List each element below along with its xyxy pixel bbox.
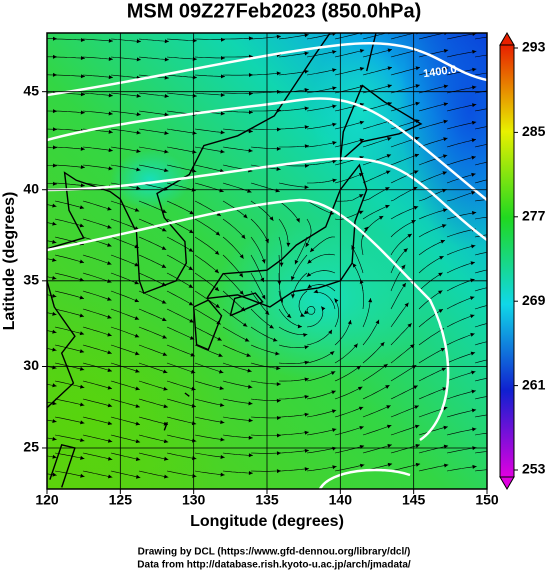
colorbar-tick-label: 261: [522, 376, 546, 392]
x-tick-label: 150: [475, 492, 499, 508]
footer: Drawing by DCL (https://www.gfd-dennou.o…: [138, 547, 411, 558]
y-axis-label: Latitude (degrees): [1, 192, 18, 331]
arrow-head: [501, 33, 505, 37]
x-tick-label: 125: [109, 492, 133, 508]
y-tick-label: 35: [23, 272, 39, 288]
colorbar-extend: [500, 477, 514, 489]
x-tick-label: 120: [35, 492, 59, 508]
colorbar-tick-label: 269: [522, 292, 546, 308]
colorbar-extend: [500, 33, 514, 45]
colorbar-tick-label: 293: [522, 39, 546, 55]
footer: Data from http://database.rish.kyoto-u.a…: [137, 560, 411, 571]
y-tick-label: 40: [23, 180, 39, 196]
y-tick-label: 30: [23, 357, 39, 373]
y-tick-label: 25: [23, 439, 39, 455]
cool-area: [210, 220, 430, 380]
colorbar-tick-label: 253: [522, 461, 546, 477]
colorbar-bar: [500, 45, 514, 477]
colorbar: [500, 33, 514, 489]
x-tick-label: 145: [402, 492, 426, 508]
x-tick-label: 135: [255, 492, 279, 508]
x-axis-label: Longitude (degrees): [190, 513, 344, 530]
colorbar-tick-label: 277: [522, 208, 546, 224]
x-tick-label: 140: [329, 492, 353, 508]
y-tick-label: 45: [23, 82, 39, 98]
field: 1400.0: [0, 0, 540, 540]
chart-title: MSM 09Z27Feb2023 (850.0hPa): [127, 0, 422, 22]
streamline: [27, 129, 57, 130]
colorbar-tick-label: 285: [522, 123, 546, 139]
x-tick-label: 130: [182, 492, 206, 508]
